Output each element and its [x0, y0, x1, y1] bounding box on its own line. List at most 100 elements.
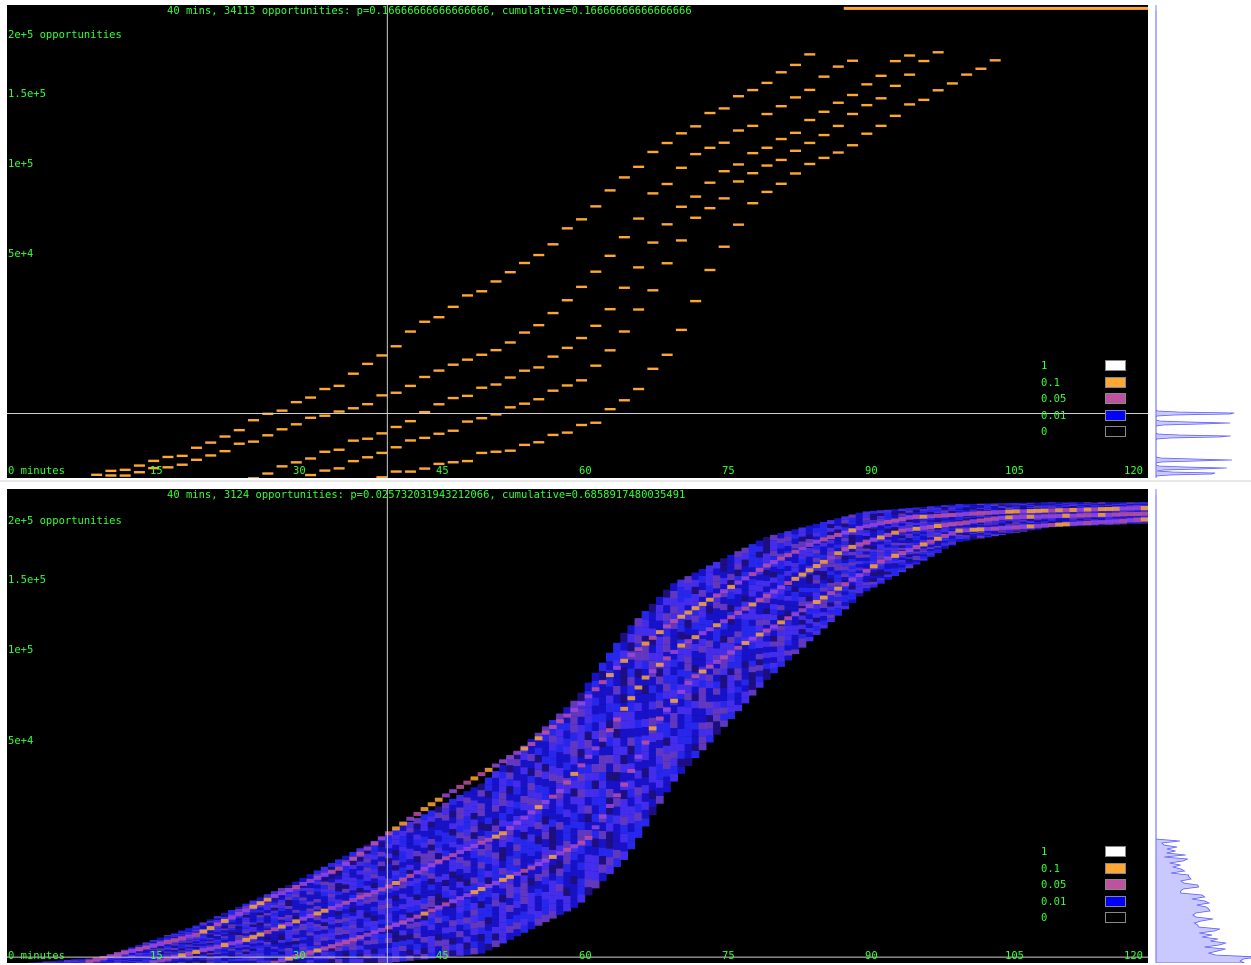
density-cell — [884, 515, 892, 518]
density-cell — [377, 866, 386, 872]
density-cell — [442, 874, 450, 880]
density-ridge-cell — [1026, 514, 1035, 519]
density-cell — [185, 938, 194, 941]
opportunity-mark — [533, 366, 545, 369]
density-cell — [256, 937, 265, 941]
density-cell — [249, 938, 258, 942]
density-cell — [1062, 503, 1071, 505]
density-cell — [1140, 516, 1148, 518]
density-cell — [748, 596, 757, 603]
density-ridge-cell — [249, 935, 258, 940]
density-cell — [1019, 512, 1028, 514]
density-cell — [748, 666, 757, 673]
density-ridge-cell — [606, 673, 614, 678]
density-cell — [862, 554, 871, 558]
density-cell — [220, 922, 229, 925]
density-cell — [1019, 505, 1028, 507]
density-cell — [898, 564, 907, 568]
density-cell — [399, 857, 407, 863]
density-cell — [712, 595, 721, 602]
density-cell — [577, 894, 586, 903]
opportunity-mark — [205, 441, 217, 444]
density-cell — [884, 569, 892, 572]
density-cell — [442, 885, 450, 892]
density-cell — [663, 644, 671, 653]
density-cell — [135, 951, 144, 953]
density-cell — [356, 879, 365, 884]
density-cell — [349, 928, 358, 934]
opportunity-mark — [861, 103, 873, 107]
density-cell — [727, 674, 735, 682]
density-cell — [277, 888, 286, 891]
opportunity-mark — [190, 446, 202, 449]
density-ridge-cell — [277, 958, 286, 963]
density-cell — [869, 575, 878, 579]
heatmap-panel-bottom[interactable]: 40 mins, 3124 opportunities: p=0.0257320… — [7, 489, 1148, 963]
density-cell — [934, 551, 942, 553]
density-cell — [848, 551, 857, 556]
density-cell — [720, 720, 728, 727]
density-cell — [648, 806, 657, 816]
density-cell — [869, 516, 878, 520]
density-cell — [363, 926, 372, 932]
density-cell — [712, 608, 721, 616]
density-cell — [912, 511, 921, 515]
density-ridge-cell — [627, 769, 636, 774]
density-cell — [762, 624, 771, 631]
heatmap-canvas-bottom[interactable] — [7, 489, 1148, 963]
density-cell — [413, 932, 422, 939]
heatmap-panel-top[interactable]: 40 mins, 34113 opportunities: p=0.166666… — [7, 5, 1148, 478]
density-cell — [770, 620, 778, 626]
density-cell — [442, 951, 450, 958]
density-cell — [235, 908, 243, 912]
density-cell — [499, 764, 507, 772]
opportunity-mark — [633, 266, 645, 269]
density-cell — [306, 959, 315, 963]
density-cell — [270, 910, 279, 914]
density-cell — [741, 679, 750, 686]
density-cell — [969, 507, 978, 510]
density-ridge-cell — [912, 515, 921, 520]
opportunity-mark — [790, 131, 802, 135]
density-cell — [748, 660, 757, 667]
density-cell — [270, 891, 279, 894]
density-cell — [356, 848, 365, 853]
density-ridge-cell — [213, 922, 222, 927]
density-cell — [370, 892, 379, 898]
opportunity-mark — [618, 286, 630, 289]
density-cell — [313, 891, 322, 896]
density-cell — [449, 829, 457, 836]
density-cell — [869, 510, 878, 514]
density-cell — [598, 822, 607, 831]
density-cell — [228, 958, 236, 961]
density-cell — [926, 523, 935, 526]
density-cell — [356, 901, 365, 906]
density-cell — [748, 608, 757, 614]
density-ridge-cell — [1140, 506, 1148, 511]
opportunity-mark — [376, 432, 388, 435]
density-ridge-cell — [556, 719, 564, 724]
density-cell — [741, 655, 750, 662]
density-cell — [812, 630, 821, 635]
density-ridge-cell — [306, 914, 315, 919]
density-cell — [349, 864, 358, 870]
density-cell — [306, 918, 315, 922]
density-cell — [606, 865, 614, 875]
density-cell — [370, 925, 379, 931]
density-cell — [969, 525, 978, 528]
heatmap-canvas-top[interactable] — [7, 5, 1148, 478]
density-cell — [570, 868, 579, 877]
density-cell — [534, 829, 543, 837]
density-cell — [926, 550, 935, 553]
density-cell — [192, 941, 201, 943]
density-cell — [834, 536, 842, 541]
density-cell — [527, 753, 536, 762]
density-cell — [349, 920, 358, 925]
density-ridge-cell — [905, 527, 914, 532]
density-cell — [548, 910, 557, 919]
density-cell — [49, 960, 58, 962]
opportunity-mark — [690, 152, 702, 156]
density-cell — [491, 771, 500, 778]
density-cell — [456, 807, 464, 814]
density-cell — [955, 525, 964, 528]
